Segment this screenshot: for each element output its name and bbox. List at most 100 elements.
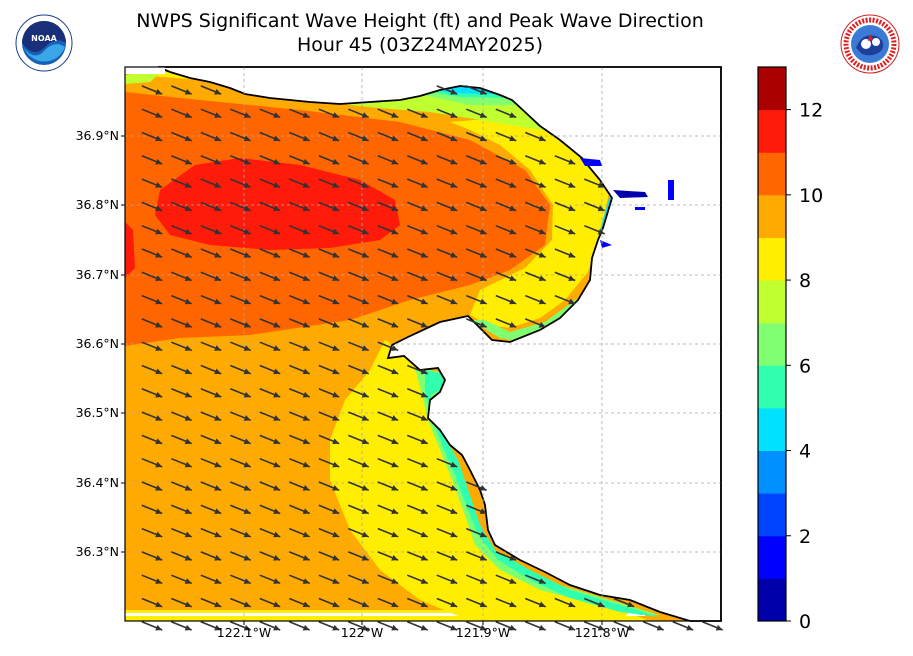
wave-direction-arrow — [230, 388, 251, 398]
sea-level-8ft — [330, 340, 630, 621]
wave-direction-arrow — [318, 621, 340, 631]
wave-direction-arrow — [171, 527, 192, 538]
wave-direction-arrow — [377, 481, 399, 491]
wave-direction-arrow — [377, 364, 399, 375]
wave-direction-arrow — [466, 481, 487, 491]
wave-direction-arrow — [200, 388, 222, 398]
wave-direction-arrow — [348, 364, 369, 375]
wave-direction-arrow — [348, 131, 369, 142]
colorbar-segment — [758, 67, 786, 111]
wave-direction-arrow — [554, 224, 576, 235]
wave-direction-arrow — [230, 574, 251, 585]
wave-direction-arrow — [525, 294, 546, 305]
wave-direction-arrow — [495, 131, 517, 142]
wave-direction-arrow — [141, 271, 163, 282]
wave-direction-arrow — [672, 621, 694, 631]
wave-direction-arrow — [554, 178, 576, 189]
wave-direction-arrow — [436, 108, 458, 119]
wave-direction-arrow — [318, 155, 340, 165]
wave-direction-arrow — [171, 108, 192, 119]
wave-direction-arrow — [200, 131, 222, 142]
wave-direction-arrow — [377, 318, 399, 328]
wave-direction-arrow — [348, 178, 369, 189]
wave-direction-arrow — [348, 271, 369, 282]
wave-direction-arrow — [259, 108, 281, 119]
wave-direction-arrow — [259, 434, 281, 445]
wave-direction-arrow — [230, 201, 251, 212]
wave-direction-arrow — [141, 457, 163, 468]
chart-title: NWPS Significant Wave Height (ft) and Pe… — [136, 10, 704, 32]
wave-direction-arrow — [171, 131, 192, 142]
wave-direction-arrow — [230, 224, 251, 235]
wave-direction-arrow — [141, 621, 163, 631]
wave-direction-arrow — [259, 411, 281, 422]
wave-direction-arrow — [525, 271, 546, 282]
wave-direction-arrow — [348, 294, 369, 305]
wave-direction-arrow — [377, 178, 399, 189]
wave-direction-arrow — [289, 224, 310, 235]
wave-direction-arrow — [407, 411, 428, 422]
wave-direction-arrow — [289, 201, 310, 212]
wave-direction-arrow — [525, 224, 546, 235]
wave-direction-arrow — [141, 597, 163, 608]
wave-direction-arrow — [289, 574, 310, 585]
wave-direction-arrow — [200, 504, 222, 515]
wave-direction-arrow — [318, 248, 340, 258]
wave-direction-arrow — [377, 551, 399, 561]
wave-direction-arrow — [259, 574, 281, 585]
colorbar: 0 2 4 6 8 10 12 — [757, 66, 823, 633]
colorbar-segment — [758, 322, 786, 366]
wave-direction-arrow — [495, 294, 517, 305]
wave-direction-arrow — [407, 481, 428, 491]
wave-direction-arrow — [318, 131, 340, 142]
noaa-logo-icon: NOAA — [15, 14, 73, 72]
wave-direction-arrow — [407, 248, 428, 258]
wave-direction-arrow — [348, 504, 369, 515]
wave-direction-arrow — [318, 388, 340, 398]
wave-direction-arrow — [200, 341, 222, 352]
wave-direction-arrow — [289, 155, 310, 165]
wave-direction-arrow — [348, 411, 369, 422]
peak-wave-direction-arrows — [141, 85, 723, 631]
wave-direction-arrow — [289, 178, 310, 189]
wave-direction-arrow — [259, 131, 281, 142]
lat-tick-label: 36.6°N — [76, 336, 119, 351]
wave-direction-arrow — [200, 434, 222, 445]
lon-tick-label: 122°W — [341, 625, 383, 640]
wave-direction-arrow — [554, 155, 576, 165]
wave-direction-arrow — [407, 621, 428, 631]
wave-direction-arrow — [436, 597, 458, 608]
wave-direction-arrow — [525, 201, 546, 212]
wave-direction-arrow — [348, 388, 369, 398]
wave-direction-arrow — [141, 248, 163, 258]
wave-direction-arrow — [230, 108, 251, 119]
wave-direction-arrow — [141, 551, 163, 561]
colorbar-segment — [758, 493, 786, 537]
chart-subtitle: Hour 45 (03Z24MAY2025) — [296, 34, 544, 56]
wave-direction-arrow — [377, 341, 399, 352]
lat-tick-label: 36.7°N — [76, 267, 119, 282]
wave-direction-arrow — [377, 108, 399, 119]
wave-direction-arrow — [348, 341, 369, 352]
colorbar-segment — [758, 578, 786, 622]
colorbar-segment — [758, 280, 786, 324]
wave-direction-arrow — [259, 551, 281, 561]
wave-direction-arrow — [495, 574, 517, 585]
wave-direction-arrow — [318, 527, 340, 538]
wave-direction-arrow — [525, 621, 546, 631]
wave-direction-arrow — [436, 294, 458, 305]
wave-direction-arrow — [407, 434, 428, 445]
wave-direction-arrow — [230, 621, 251, 631]
wave-direction-arrow — [171, 85, 192, 95]
wave-direction-arrow — [230, 551, 251, 561]
wave-direction-arrow — [289, 108, 310, 119]
wave-direction-arrow — [141, 155, 163, 165]
colorbar-segment — [758, 194, 786, 238]
wave-direction-arrow — [348, 551, 369, 561]
lat-tick-label: 36.4°N — [76, 475, 119, 490]
wave-direction-arrow — [141, 411, 163, 422]
wave-direction-arrow — [584, 621, 605, 631]
wave-direction-arrow — [554, 621, 576, 631]
wave-direction-arrow — [348, 621, 369, 631]
wave-direction-arrow — [318, 574, 340, 585]
